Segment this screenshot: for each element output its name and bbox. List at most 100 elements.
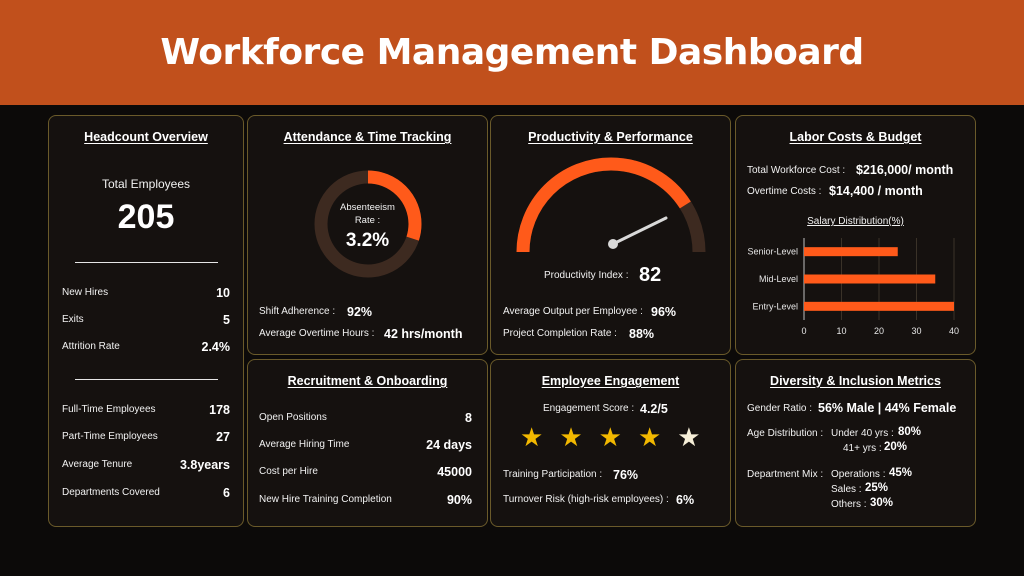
x-tick-label: 40 [949,326,959,336]
engagement-score-value: 4.2/5 [640,402,668,416]
shift-adherence-label: Shift Adherence : [259,306,336,317]
age-distribution-label: Age Distribution : [747,428,824,439]
attendance-card: Attendance & Time Tracking Absenteeism R… [247,115,488,355]
departments-covered-value: 6 [223,486,230,500]
donut-arc [314,170,422,278]
gauge-pivot [608,239,618,249]
absenteeism-label-line1: Absenteeism [340,202,395,213]
salary-distribution-chart: 0 10 20 30 40 Senior-Level Mid-Level Entry-Leve… [747,238,959,336]
engagement-rating-stars: ★ ★ ★ ★ ★ [520,424,701,450]
dept-sales-value: 25% [865,482,889,494]
total-workforce-cost-value: $216,000/ month [856,163,954,177]
star-icon: ★ [520,422,544,452]
attendance-title: Attendance & Time Tracking [283,130,452,144]
star-icon: ★ [637,422,662,452]
age-41-plus-value: 20% [884,441,908,453]
attrition-rate-value: 2.4% [201,340,231,354]
y-category-label: Entry-Level [752,301,798,311]
bar-entry-level [804,301,954,311]
training-participation-value: 76% [613,468,639,482]
header-banner: Workforce Management Dashboard [0,0,1024,105]
x-tick-label: 20 [874,326,884,336]
full-time-value: 178 [209,403,230,417]
headcount-divider-1 [75,262,218,263]
dept-operations-value: 45% [889,467,913,479]
output-per-employee-label: Average Output per Employee : [503,306,643,317]
cost-per-hire-value: 45000 [437,465,472,479]
dept-sales-label: Sales : [831,484,862,495]
star-icon: ★ [677,422,701,452]
gauge-needle [611,216,668,246]
absenteeism-value: 3.2% [345,230,390,251]
salary-chart-title: Salary Distribution(%) [807,216,904,227]
full-time-label: Full-Time Employees [62,404,156,415]
average-tenure-label: Average Tenure [62,459,133,470]
x-tick-label: 30 [911,326,921,336]
total-employees-value: 205 [117,198,175,236]
gender-ratio-value: 56% Male | 44% Female [818,401,957,415]
absenteeism-donut [314,170,422,278]
labor-card: Labor Costs & Budget Total Workforce Cos… [735,115,976,355]
x-tick-label: 0 [801,326,806,336]
output-per-employee-value: 96% [651,305,677,319]
age-41-plus-label: 41+ yrs : [843,443,882,454]
labor-title: Labor Costs & Budget [789,130,922,144]
productivity-card: Productivity & Performance Productivity … [490,115,731,355]
recruitment-title: Recruitment & Onboarding [287,374,448,388]
dept-others-label: Others : [831,499,867,510]
gauge-arc [516,157,706,253]
productivity-title: Productivity & Performance [528,130,693,144]
turnover-risk-value: 6% [676,493,695,507]
bar-mid-level [804,274,936,284]
new-hires-value: 10 [216,286,230,300]
age-under-40-label: Under 40 yrs : [831,428,894,439]
hiring-time-value: 24 days [426,438,472,452]
y-category-label: Mid-Level [759,274,798,284]
hiring-time-label: Average Hiring Time [259,439,350,450]
age-under-40-value: 80% [898,426,922,438]
attrition-rate-label: Attrition Rate [62,341,120,352]
star-icon: ★ [559,422,583,452]
department-mix-label: Department Mix : [747,469,824,480]
productivity-gauge [516,157,706,253]
project-completion-value: 88% [629,327,655,341]
productivity-index-label: Productivity Index : [544,270,629,281]
total-workforce-cost-label: Total Workforce Cost : [747,165,846,176]
dept-operations-label: Operations : [831,469,886,480]
absenteeism-label-line2: Rate : [354,215,381,226]
total-employees-label: Total Employees [101,177,191,191]
exits-label: Exits [62,314,84,325]
cost-per-hire-label: Cost per Hire [259,466,318,477]
diversity-title: Diversity & Inclusion Metrics [770,374,941,388]
training-participation-label: Training Participation : [503,469,603,480]
average-tenure-value: 3.8years [179,458,230,472]
new-hires-label: New Hires [62,287,109,298]
recruitment-card: Recruitment & Onboarding Open Positions … [247,359,488,527]
part-time-value: 27 [216,430,230,444]
open-positions-value: 8 [465,411,472,425]
exits-value: 5 [223,313,230,327]
training-completion-value: 90% [446,493,472,507]
project-completion-label: Project Completion Rate : [503,328,617,339]
overtime-costs-label: Overtime Costs : [747,186,822,197]
turnover-risk-label: Turnover Risk (high-risk employees) : [503,494,669,505]
headcount-divider-2 [75,379,218,380]
gender-ratio-label: Gender Ratio : [747,403,813,414]
engagement-title: Employee Engagement [541,374,680,388]
gauge-track [516,157,706,253]
overtime-hours-value: 42 hrs/month [384,327,463,341]
training-completion-label: New Hire Training Completion [259,494,392,505]
headcount-title: Headcount Overview [84,130,208,144]
shift-adherence-value: 92% [347,305,373,319]
productivity-index-value: 82 [639,264,662,286]
headcount-card: Headcount Overview Total Employees 205 N… [48,115,244,527]
page-title: Workforce Management Dashboard [160,32,864,73]
part-time-label: Part-Time Employees [62,431,158,442]
engagement-card: Employee Engagement Engagement Score : 4… [490,359,731,527]
overtime-hours-label: Average Overtime Hours : [259,328,375,339]
engagement-score-label: Engagement Score : [543,403,635,414]
overtime-costs-value: $14,400 / month [829,184,923,198]
bar-senior-level [804,247,898,257]
x-tick-label: 10 [836,326,846,336]
diversity-card: Diversity & Inclusion Metrics Gender Rat… [735,359,976,527]
